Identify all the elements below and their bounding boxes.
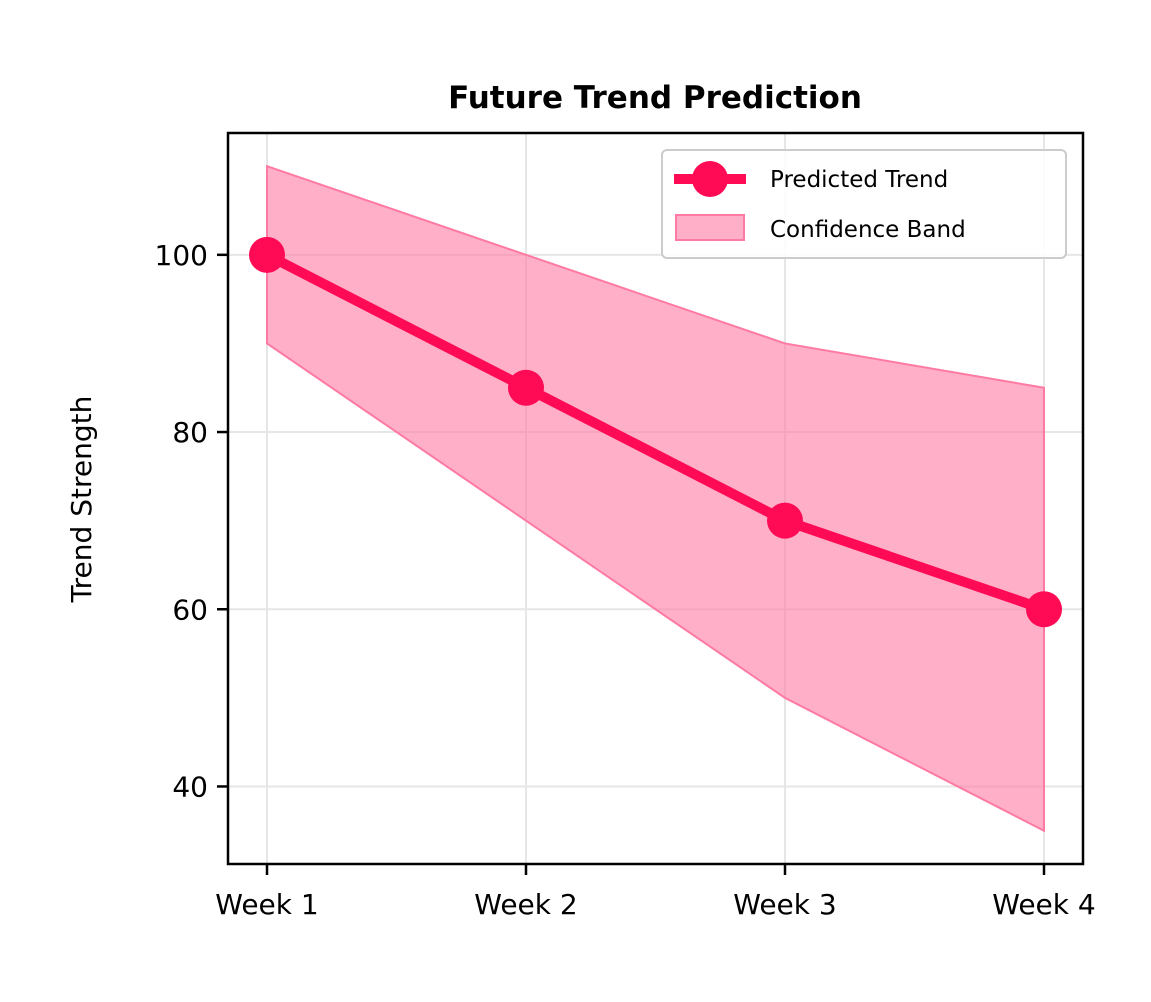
y-tick-label: 40 (172, 770, 208, 803)
y-axis-label: Trend Strength (65, 396, 98, 604)
y-tick-label: 60 (172, 593, 208, 626)
plot-frame (226, 131, 1085, 866)
x-tick-label: Week 3 (733, 888, 836, 921)
legend-box (661, 149, 1067, 259)
legend: Predicted Trend Confidence Band (661, 149, 1067, 259)
line-layer (249, 236, 1062, 628)
confidence-band (266, 164, 1045, 833)
band-layer (266, 164, 1045, 833)
axes-layer: Week 1 Week 2 Week 3 Week 4 40 60 80 100 (155, 131, 1096, 921)
data-point-3 (767, 502, 803, 539)
data-point-2 (508, 369, 544, 406)
data-point-1 (249, 236, 285, 273)
x-tick-label: Week 1 (215, 888, 318, 921)
x-tick-label: Week 2 (474, 888, 577, 921)
x-tick-label: Week 4 (992, 888, 1095, 921)
chart-title: Future Trend Prediction (448, 80, 862, 116)
legend-band-swatch (675, 214, 745, 241)
y-tick-label: 100 (155, 239, 208, 272)
legend-marker-swatch (692, 161, 728, 197)
series-line-predicted-trend (262, 249, 1049, 615)
data-point-4 (1026, 591, 1062, 628)
legend-label-predicted-trend: Predicted Trend (770, 167, 948, 193)
legend-label-confidence-band: Confidence Band (770, 217, 966, 243)
y-tick-label: 80 (172, 416, 208, 449)
